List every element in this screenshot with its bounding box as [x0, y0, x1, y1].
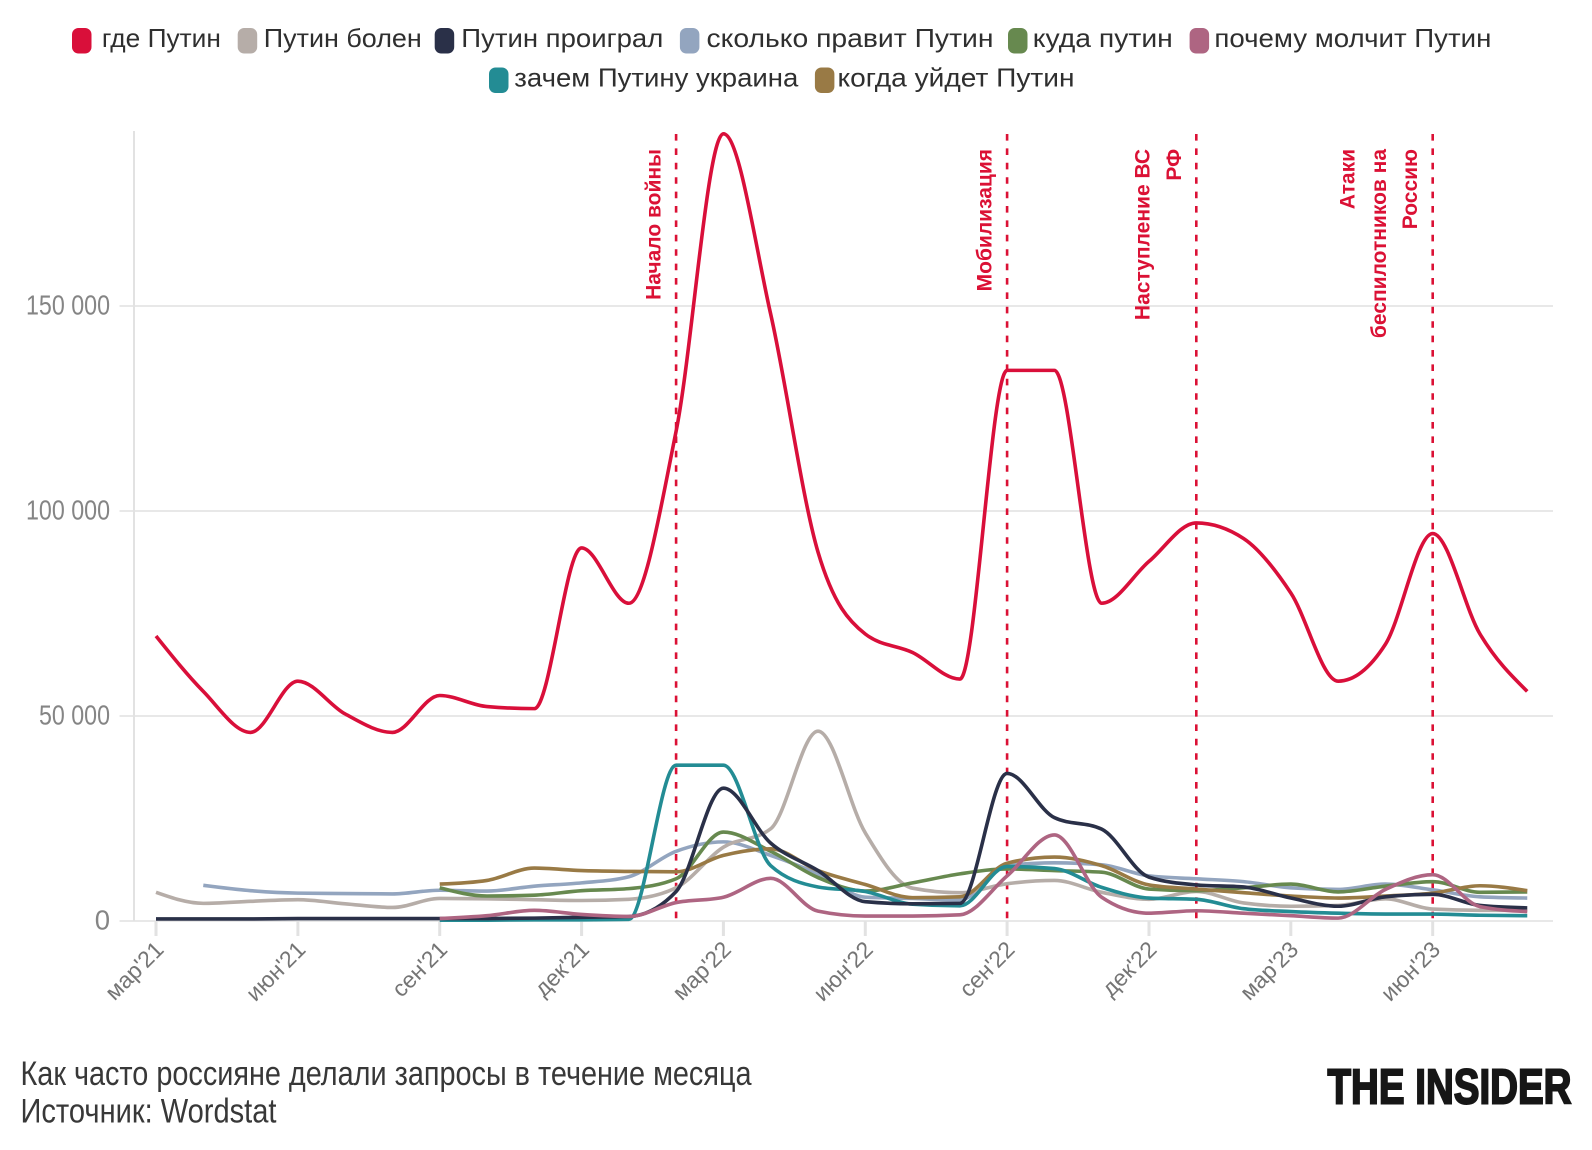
- svg-text:зачем Путину украина: зачем Путину украина: [514, 63, 799, 93]
- svg-text:Наступление ВС: Наступление ВС: [1132, 149, 1155, 320]
- svg-text:когда уйдет Путин: когда уйдет Путин: [838, 63, 1075, 93]
- svg-text:THE INSIDER: THE INSIDER: [1328, 1061, 1572, 1115]
- svg-text:150 000: 150 000: [26, 289, 110, 320]
- svg-text:сколько правит Путин: сколько правит Путин: [707, 23, 994, 53]
- svg-text:беспилотников на: беспилотников на: [1368, 149, 1391, 338]
- svg-text:где Путин: где Путин: [102, 23, 221, 53]
- svg-text:50 000: 50 000: [39, 699, 110, 730]
- svg-text:Начало войны: Начало войны: [643, 149, 666, 300]
- svg-text:0: 0: [95, 904, 110, 935]
- svg-text:Атаки: Атаки: [1337, 149, 1360, 209]
- svg-text:РФ: РФ: [1163, 149, 1186, 181]
- svg-text:100 000: 100 000: [26, 494, 110, 525]
- svg-text:Россию: Россию: [1399, 149, 1422, 229]
- svg-text:Мобилизация: Мобилизация: [974, 149, 997, 291]
- svg-text:Источник: Wordstat: Источник: Wordstat: [21, 1093, 277, 1131]
- svg-text:Путин проиграл: Путин проиграл: [461, 23, 663, 53]
- svg-text:Путин болен: Путин болен: [264, 23, 422, 53]
- svg-text:куда путин: куда путин: [1033, 23, 1173, 53]
- svg-text:Как часто россияне делали запр: Как часто россияне делали запросы в тече…: [21, 1055, 752, 1093]
- svg-text:почему молчит Путин: почему молчит Путин: [1214, 23, 1491, 53]
